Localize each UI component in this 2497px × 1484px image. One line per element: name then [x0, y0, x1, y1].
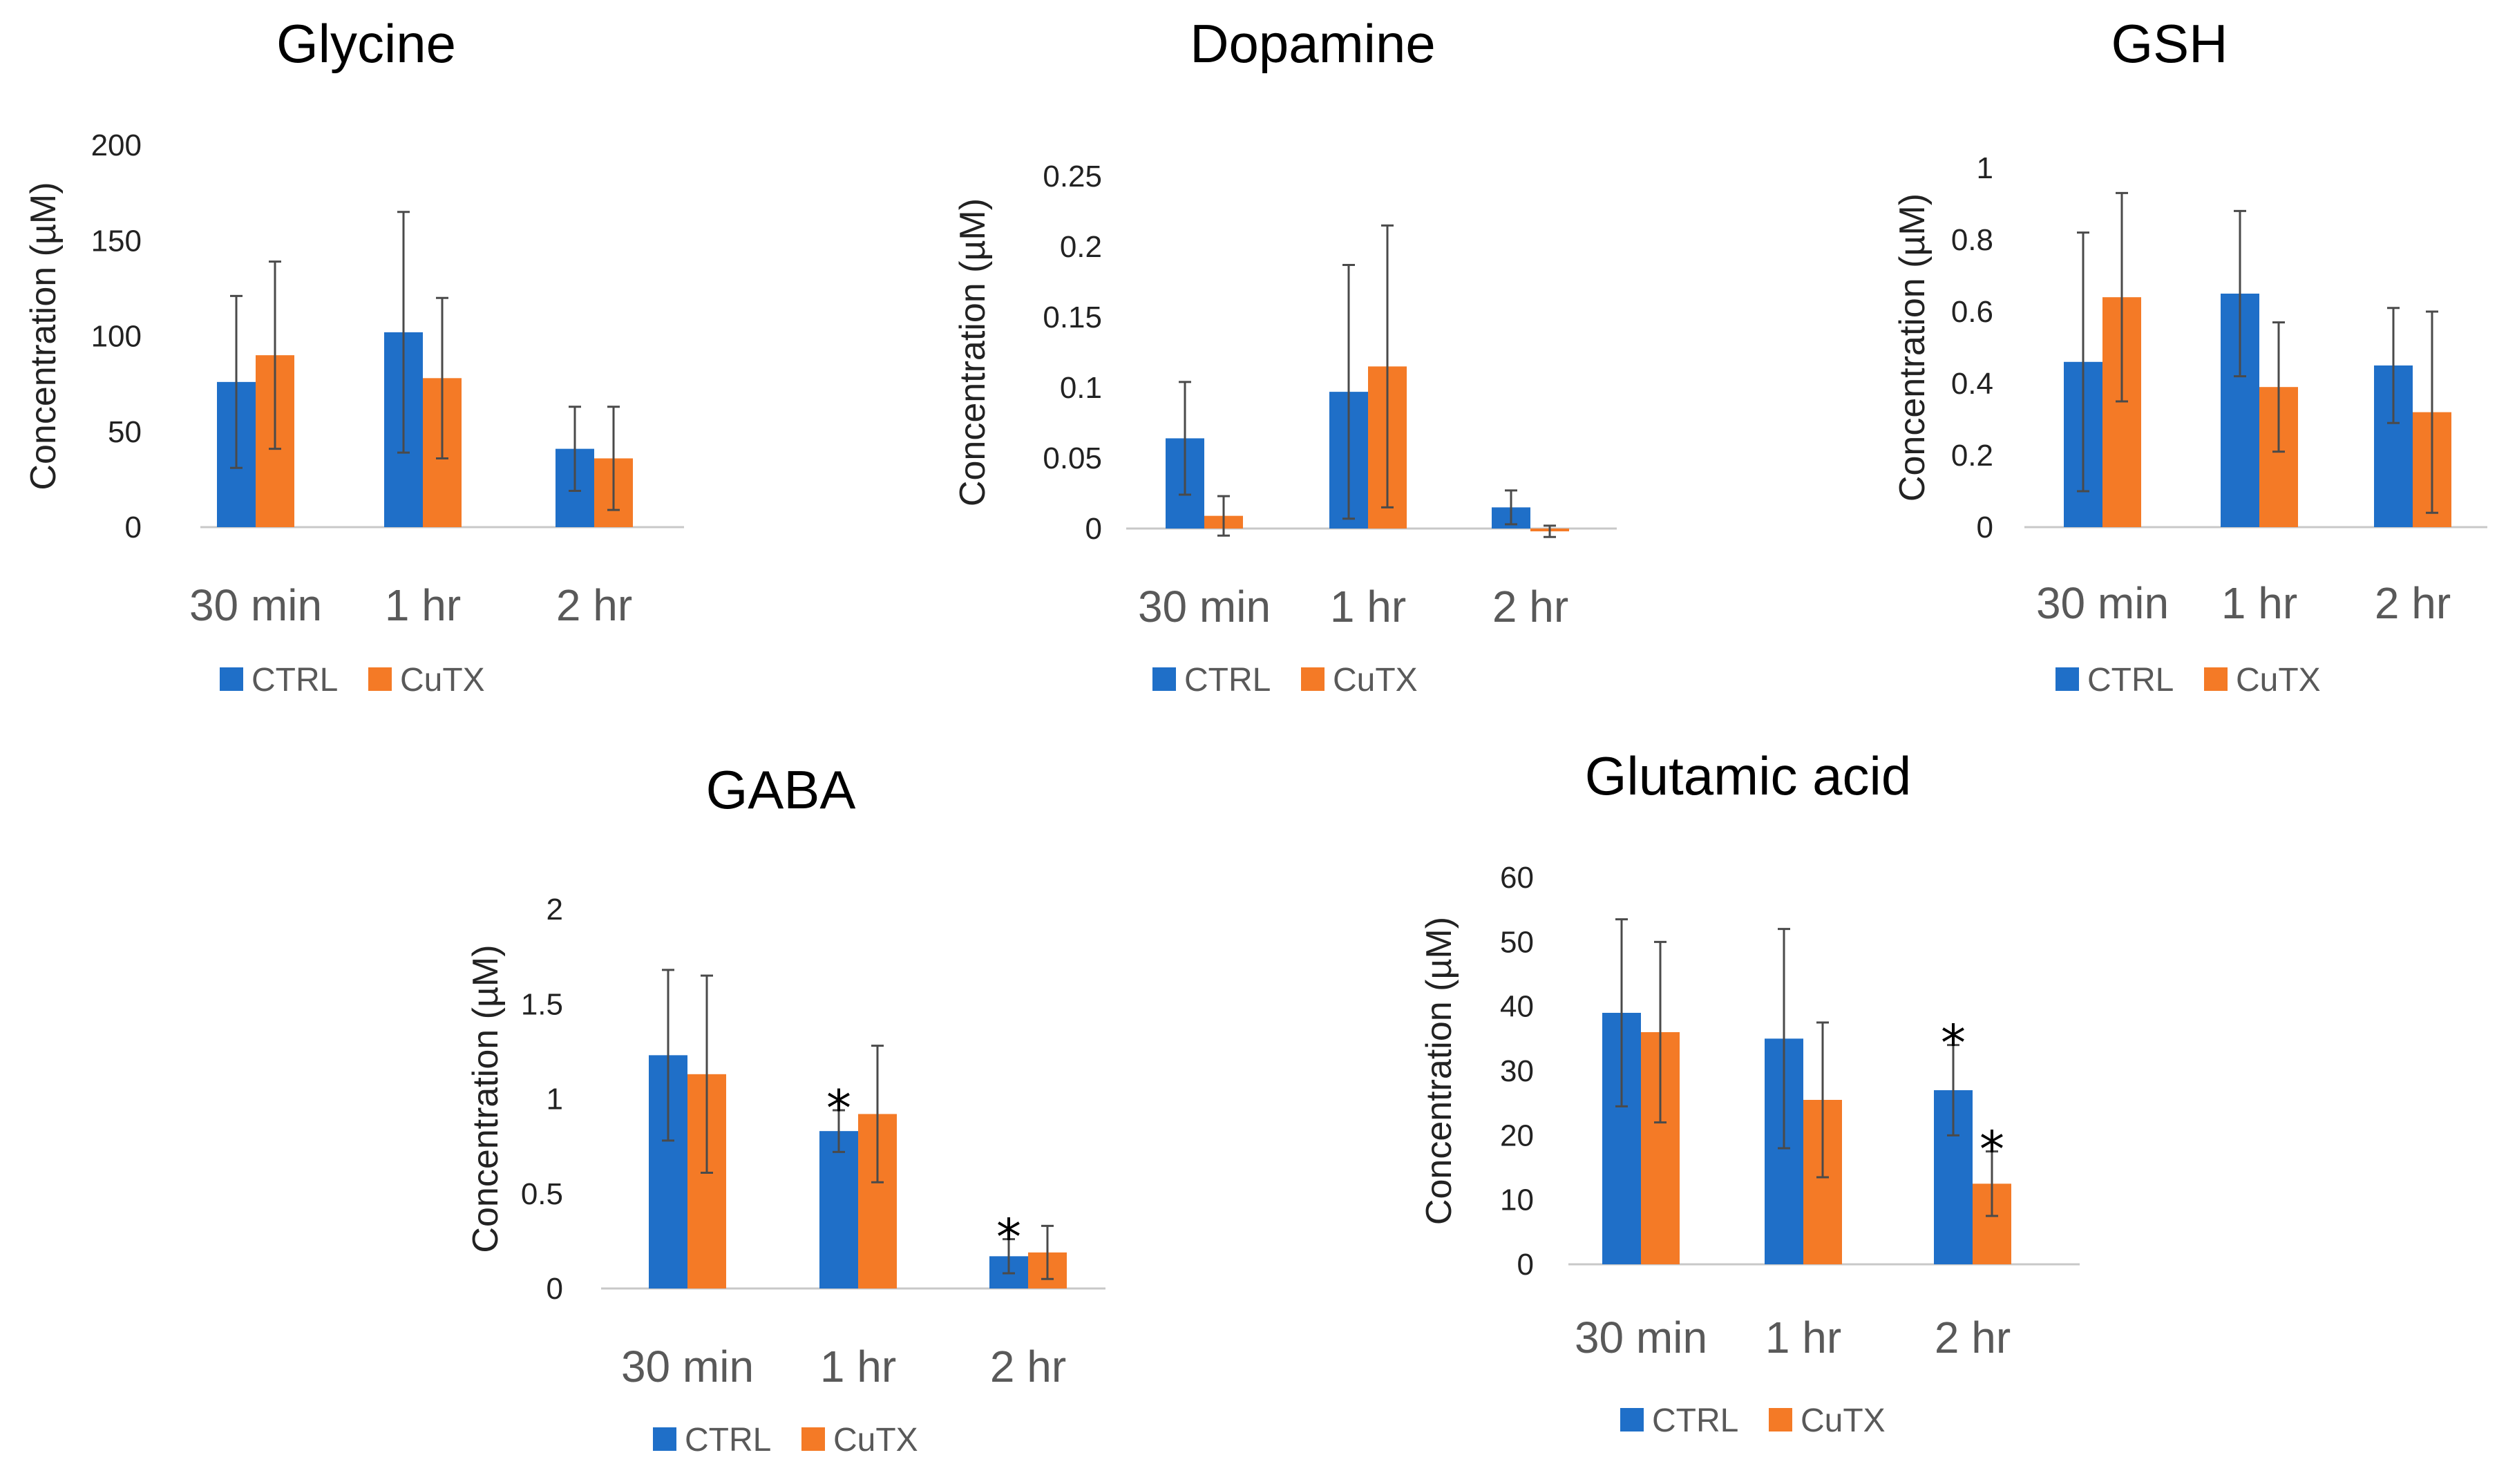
- chart-glycine: Glycine Concentration (µM) 0 50 100 150 200 30 …: [23, 13, 684, 698]
- y-tick-label: 0.5: [521, 1177, 563, 1211]
- x-tick-label: 2 hr: [556, 580, 632, 630]
- x-tick-label: 30 min: [2036, 578, 2169, 628]
- x-tick-label: 30 min: [1575, 1313, 1707, 1362]
- legend-swatch-ctrl: [2055, 667, 2079, 691]
- legend-swatch-ctrl: [220, 667, 243, 691]
- y-axis-label: Concentration (µM): [1892, 193, 1933, 502]
- y-tick-label: 40: [1500, 990, 1534, 1024]
- y-axis-label: Concentration (µM): [953, 198, 993, 506]
- x-tick-label: 2 hr: [1492, 582, 1568, 631]
- legend-swatch-cutx: [1301, 667, 1325, 691]
- chart-title: Dopamine: [1190, 13, 1436, 74]
- legend-label-ctrl: CTRL: [251, 662, 338, 698]
- y-tick-label: 20: [1500, 1119, 1534, 1152]
- legend-label-ctrl: CTRL: [2087, 662, 2174, 698]
- legend-swatch-cutx: [368, 667, 392, 691]
- y-tick-label: 0.25: [1043, 160, 1102, 193]
- legend-swatch-ctrl: [1152, 667, 1176, 691]
- legend-swatch-ctrl: [1620, 1408, 1644, 1431]
- y-tick-label: 0.6: [1951, 295, 1993, 329]
- chart-dopamine: Dopamine Concentration (µM) 0 0.05 0.1 0.15 0.…: [953, 13, 1617, 698]
- y-tick-label: 60: [1500, 861, 1534, 895]
- chart-glutamic-acid: Glutamic acid Concentration (µM) 0 10 20 30 40…: [1419, 745, 2080, 1439]
- chart-title: GABA: [706, 759, 856, 820]
- y-tick-label: 50: [108, 415, 142, 449]
- legend-label-cutx: CuTX: [1801, 1402, 1886, 1439]
- y-tick-label: 0: [1517, 1248, 1534, 1282]
- y-tick-label: 150: [91, 224, 142, 258]
- x-tick-label: 1 hr: [1765, 1313, 1841, 1362]
- legend-label-cutx: CuTX: [833, 1422, 918, 1458]
- legend-label-ctrl: CTRL: [1652, 1402, 1738, 1439]
- y-tick-label: 100: [91, 320, 142, 354]
- y-tick-label: 0: [1085, 512, 1102, 546]
- y-tick-label: 2: [547, 893, 563, 926]
- legend-swatch-cutx: [2204, 667, 2228, 691]
- significance-marker: *: [1979, 1121, 2004, 1179]
- y-tick-label: 200: [91, 129, 142, 162]
- x-tick-label: 1 hr: [820, 1342, 896, 1391]
- x-tick-label: 1 hr: [2221, 578, 2297, 628]
- significance-marker: *: [1941, 1014, 1966, 1072]
- legend-label-cutx: CuTX: [1333, 662, 1418, 698]
- chart-title: Glutamic acid: [1585, 745, 1912, 806]
- x-tick-label: 1 hr: [385, 580, 461, 630]
- legend-swatch-ctrl: [653, 1427, 676, 1451]
- y-tick-label: 0.4: [1951, 367, 1993, 401]
- chart-title: Glycine: [276, 13, 456, 74]
- y-tick-label: 0.1: [1060, 371, 1102, 405]
- y-tick-label: 0: [1977, 511, 1993, 544]
- y-tick-label: 0.15: [1043, 301, 1102, 334]
- legend-swatch-cutx: [1769, 1408, 1792, 1431]
- x-tick-label: 30 min: [189, 580, 322, 630]
- y-tick-label: 30: [1500, 1054, 1534, 1088]
- y-tick-label: 50: [1500, 925, 1534, 959]
- bar-ctrl-1-hr: [819, 1131, 858, 1288]
- chart-title: GSH: [2111, 13, 2228, 74]
- y-tick-label: 0: [547, 1272, 563, 1306]
- y-tick-label: 1.5: [521, 987, 563, 1021]
- y-tick-label: 0.2: [1060, 230, 1102, 264]
- y-tick-label: 1: [1977, 151, 1993, 185]
- chart-gaba: GABA Concentration (µM) 0 0.5 1 1.5 2 30 min 1 h…: [466, 759, 1105, 1458]
- x-tick-label: 2 hr: [990, 1342, 1066, 1391]
- x-tick-label: 2 hr: [2375, 578, 2451, 628]
- y-axis-label: Concentration (µM): [1419, 917, 1459, 1225]
- legend-label-ctrl: CTRL: [685, 1422, 771, 1458]
- x-tick-label: 1 hr: [1330, 582, 1406, 631]
- legend-label-ctrl: CTRL: [1184, 662, 1271, 698]
- legend-label-cutx: CuTX: [2236, 662, 2321, 698]
- y-tick-label: 1: [547, 1083, 563, 1116]
- y-tick-label: 0: [125, 511, 142, 544]
- y-tick-label: 10: [1500, 1183, 1534, 1217]
- significance-marker: *: [996, 1208, 1021, 1266]
- chart-gsh: GSH Concentration (µM) 0 0.2 0.4 0.6 0.8 1 30 mi…: [1892, 13, 2487, 698]
- y-axis-label: Concentration (µM): [23, 182, 64, 490]
- x-tick-label: 30 min: [1138, 582, 1271, 631]
- y-tick-label: 0.2: [1951, 439, 1993, 473]
- y-tick-label: 0.05: [1043, 441, 1102, 475]
- legend-label-cutx: CuTX: [400, 662, 485, 698]
- significance-marker: *: [826, 1079, 851, 1137]
- x-tick-label: 30 min: [621, 1342, 754, 1391]
- legend-swatch-cutx: [801, 1427, 825, 1451]
- y-tick-label: 0.8: [1951, 223, 1993, 257]
- y-axis-label: Concentration (µM): [466, 944, 506, 1253]
- x-tick-label: 2 hr: [1935, 1313, 2011, 1362]
